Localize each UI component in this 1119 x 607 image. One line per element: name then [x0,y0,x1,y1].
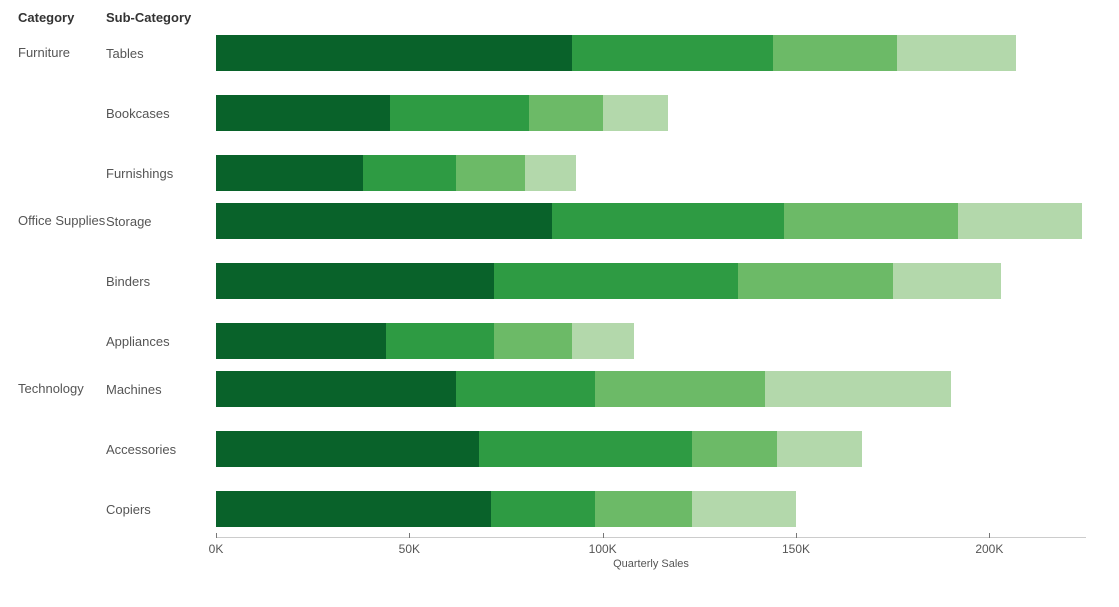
bar-segment [784,203,958,239]
bar-segment [603,95,669,131]
bar-segment [494,263,738,299]
bar-track [216,371,1086,407]
bar-segment [525,155,575,191]
bar-row: Furnishings [16,153,1103,193]
subcategory-label: Copiers [106,502,216,517]
bar-row: Binders [16,261,1103,301]
bar-segment [572,323,634,359]
bar-segment [897,35,1017,71]
bar-track [216,263,1086,299]
category-group: Office SuppliesStorage Binders Appliances [16,201,1103,361]
bar-segment [216,263,494,299]
subcategory-label: Bookcases [106,106,216,121]
category-label [16,489,106,501]
bar-track [216,491,1086,527]
category-group: FurnitureTables Bookcases Furnishings [16,33,1103,193]
bar-segment [479,431,692,467]
x-axis-title: Quarterly Sales [613,558,689,570]
axis-tick-label: 150K [782,542,810,556]
bar-segment [765,371,951,407]
category-label: Furniture [16,33,106,61]
bar-segment [692,491,796,527]
bar-segment [456,155,526,191]
bar-segment [386,323,494,359]
subcategory-label: Furnishings [106,166,216,181]
bar-track [216,155,1086,191]
bar-segment [529,95,602,131]
bar-track [216,323,1086,359]
axis-tick-label: 50K [399,542,420,556]
axis-tick [796,533,797,538]
bar-segment [216,371,456,407]
bar-segment [958,203,1082,239]
category-label [16,93,106,105]
bar-track [216,431,1086,467]
category-label: Office Supplies [16,201,106,229]
bar-segment [491,491,595,527]
bar-segment [456,371,595,407]
header-category: Category [16,10,106,25]
bar-row: FurnitureTables [16,33,1103,73]
bar-segment [216,155,363,191]
bar-row: Bookcases [16,93,1103,133]
bar-segment [552,203,784,239]
bar-track [216,95,1086,131]
category-label [16,153,106,165]
subcategory-label: Appliances [106,334,216,349]
category-label [16,321,106,333]
subcategory-label: Tables [106,46,216,61]
axis-tick-label: 200K [975,542,1003,556]
subcategory-label: Accessories [106,442,216,457]
bar-row: Office SuppliesStorage [16,201,1103,241]
bar-segment [692,431,777,467]
header-subcategory: Sub-Category [106,10,216,25]
bar-segment [777,431,862,467]
bar-track [216,35,1086,71]
bar-segment [216,491,491,527]
x-axis: 0K50K100K150K200K Quarterly Sales [216,537,1086,571]
subcategory-label: Binders [106,274,216,289]
bar-row: Appliances [16,321,1103,361]
bar-row: TechnologyMachines [16,369,1103,409]
stacked-bar-chart: Category Sub-Category FurnitureTables Boo… [16,10,1103,571]
bar-segment [595,491,692,527]
bar-row: Accessories [16,429,1103,469]
bar-segment [595,371,765,407]
bar-segment [773,35,897,71]
category-group: TechnologyMachines Accessories Copiers [16,369,1103,529]
bar-segment [572,35,773,71]
bar-segment [216,431,479,467]
axis-tick [603,533,604,538]
category-label [16,261,106,273]
bar-segment [363,155,456,191]
bar-segment [216,35,572,71]
bar-segment [893,263,1001,299]
bar-segment [216,323,386,359]
axis-tick-label: 0K [209,542,224,556]
category-label: Technology [16,369,106,397]
bar-segment [216,203,552,239]
subcategory-label: Storage [106,214,216,229]
bar-row: Copiers [16,489,1103,529]
bar-segment [216,95,390,131]
column-headers: Category Sub-Category [16,10,1103,25]
axis-tick [409,533,410,538]
bar-track [216,203,1086,239]
bar-segment [738,263,893,299]
category-label [16,429,106,441]
axis-tick [216,533,217,538]
bar-segment [390,95,529,131]
axis-tick-label: 100K [589,542,617,556]
subcategory-label: Machines [106,382,216,397]
axis-tick [989,533,990,538]
bar-segment [494,323,571,359]
chart-body: FurnitureTables Bookcases Furnishings Offic… [16,33,1103,529]
